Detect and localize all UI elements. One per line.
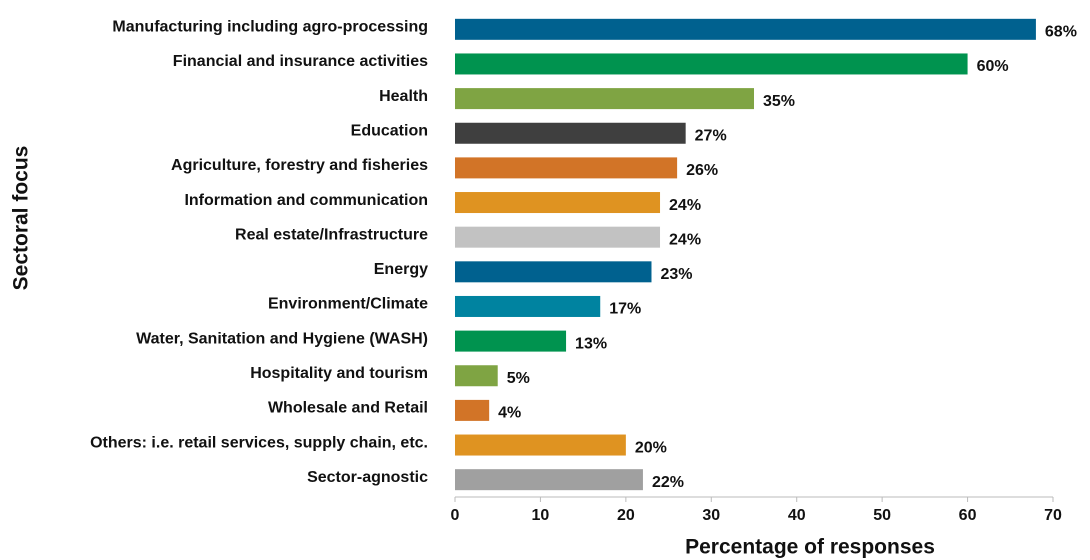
value-label: 20% xyxy=(635,439,667,456)
x-tick-label: 70 xyxy=(1044,507,1062,524)
bar xyxy=(455,365,498,387)
y-tick-label: Information and communication xyxy=(184,192,428,209)
value-label: 24% xyxy=(669,231,701,248)
value-label: 60% xyxy=(977,58,1009,75)
value-label: 24% xyxy=(669,197,701,214)
value-label: 68% xyxy=(1045,24,1077,41)
x-axis-title: Percentage of responses xyxy=(685,536,935,559)
value-label: 13% xyxy=(575,335,607,352)
bar xyxy=(455,261,652,283)
x-tick-label: 30 xyxy=(702,507,720,524)
value-label: 26% xyxy=(686,162,718,179)
y-tick-label: Others: i.e. retail services, supply cha… xyxy=(90,434,428,451)
bar xyxy=(455,469,643,491)
bar xyxy=(455,295,601,317)
value-label: 4% xyxy=(498,405,521,422)
y-tick-label: Education xyxy=(351,122,428,139)
y-tick-label: Agriculture, forestry and fisheries xyxy=(171,157,428,174)
x-tick-label: 10 xyxy=(532,507,550,524)
bar xyxy=(455,226,661,248)
x-tick-label: 60 xyxy=(959,507,977,524)
bar xyxy=(455,192,661,214)
value-label: 22% xyxy=(652,474,684,491)
value-label: 35% xyxy=(763,93,795,110)
value-label: 27% xyxy=(695,127,727,144)
x-tick-label: 50 xyxy=(873,507,891,524)
x-tick-label: 40 xyxy=(788,507,806,524)
x-tick-label: 0 xyxy=(451,507,460,524)
bar xyxy=(455,18,1036,40)
y-tick-label: Financial and insurance activities xyxy=(173,53,428,70)
bar xyxy=(455,122,686,144)
y-tick-label: Water, Sanitation and Hygiene (WASH) xyxy=(136,330,428,347)
y-tick-label: Energy xyxy=(374,261,428,278)
y-tick-label: Sector-agnostic xyxy=(307,469,428,486)
value-label: 23% xyxy=(660,266,692,283)
value-label: 17% xyxy=(609,301,641,318)
bar xyxy=(455,88,754,110)
bar xyxy=(455,399,490,421)
bar xyxy=(455,157,678,179)
y-tick-label: Real estate/Infrastructure xyxy=(235,226,428,243)
bar xyxy=(455,434,626,456)
y-tick-label: Manufacturing including agro-processing xyxy=(112,19,428,36)
value-label: 5% xyxy=(507,370,530,387)
y-tick-label: Hospitality and tourism xyxy=(250,365,428,382)
y-tick-label: Health xyxy=(379,88,428,105)
y-axis-title: Sectoral focus xyxy=(10,146,33,291)
bar xyxy=(455,53,968,75)
y-tick-label: Wholesale and Retail xyxy=(268,400,428,417)
x-tick-label: 20 xyxy=(617,507,635,524)
bar xyxy=(455,330,567,352)
y-tick-label: Environment/Climate xyxy=(268,296,428,313)
